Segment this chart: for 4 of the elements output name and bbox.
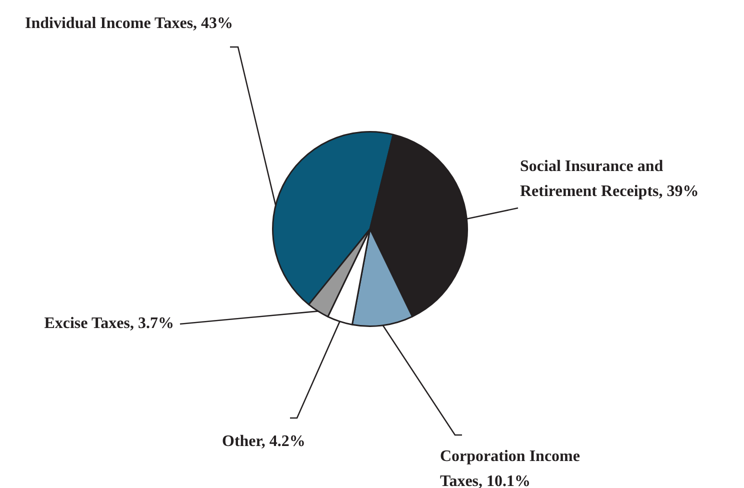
slice-label: Excise Taxes, 3.7% [44,315,174,332]
slice-label: Individual Income Taxes, 43% [25,15,234,32]
slice-label: Other, 4.2% [222,433,306,450]
slice-label: Social Insurance and Retirement Receipts, 39% [520,158,699,200]
